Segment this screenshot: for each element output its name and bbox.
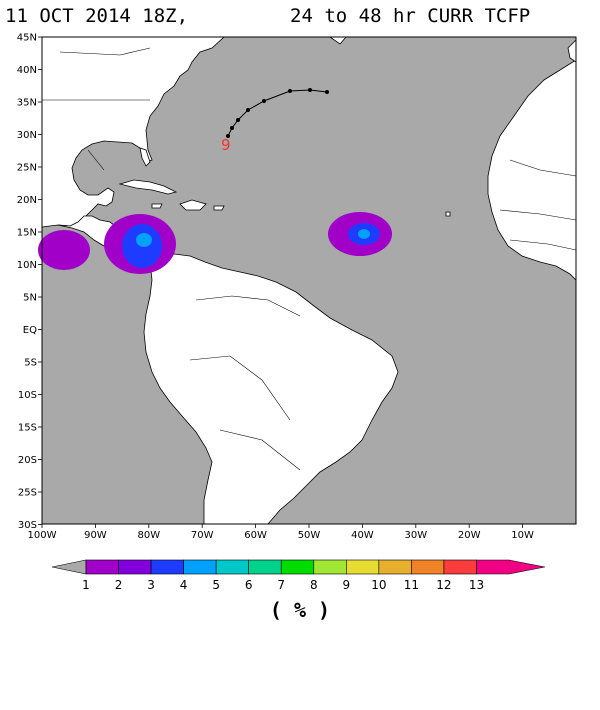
colorbar-label: 13 (469, 578, 484, 592)
lon-label: 80W (137, 530, 160, 541)
lon-label: 60W (244, 530, 267, 541)
lat-label: 10S (18, 390, 37, 401)
lat-label: 10N (17, 260, 37, 271)
lon-label: 10W (511, 530, 534, 541)
storm-track-points (226, 88, 329, 138)
title-forecast-range: 24 to 48 hr CURR TCFP (290, 5, 530, 27)
lat-label: 40N (17, 65, 37, 76)
tcfp-area-atlantic-core (358, 229, 370, 239)
lon-label: 30W (404, 530, 427, 541)
tcfp-area-pacific (38, 230, 90, 270)
storm-track: 9 (221, 88, 329, 154)
lat-label: 5S (24, 358, 37, 369)
colorbar-cell (85, 559, 119, 575)
colorbar-label: 12 (436, 578, 451, 592)
tcfp-probability-contours (38, 212, 392, 274)
cuba (118, 179, 178, 195)
longitude-axis: 100W 90W 80W 70W 60W 50W 40W 30W 20W 10W (28, 524, 534, 541)
lat-label: 25N (17, 163, 37, 174)
lat-label: 25S (18, 488, 37, 499)
hispaniola (179, 199, 207, 211)
lon-label: 40W (351, 530, 374, 541)
lat-label: 15N (17, 228, 37, 239)
colorbar-cell (378, 559, 412, 575)
cape-verde (445, 211, 451, 217)
north-america (41, 36, 226, 228)
colorbar-cell (280, 559, 315, 575)
lon-label: 70W (191, 530, 214, 541)
africa (487, 59, 577, 281)
tcfp-area-caribbean-core (136, 233, 152, 247)
colorbar-cell (183, 559, 217, 575)
lat-label: EQ (23, 325, 37, 336)
jamaica (151, 203, 163, 209)
colorbar-cell (150, 559, 184, 575)
lat-label: 15S (18, 423, 37, 434)
lat-label: 30N (17, 130, 37, 141)
colorbar-cell (346, 559, 380, 575)
colorbar-label: 9 (342, 578, 350, 592)
colorbar-label: 7 (277, 578, 285, 592)
colorbar-label: 8 (310, 578, 318, 592)
title-date: 11 OCT 2014 18Z, (5, 5, 188, 27)
lat-label: 20S (18, 455, 37, 466)
map-panel: 9 45N 40N 35N 30N 25N 20N 15N 10N 5N EQ 5S 10S 15S 20… (17, 33, 577, 541)
colorbar-cell (215, 559, 249, 575)
colorbar-cell (118, 559, 152, 575)
map-title: 11 OCT 2014 18Z, 24 to 48 hr CURR TCFP (5, 5, 530, 27)
puerto-rico (213, 205, 225, 211)
lon-label: 50W (298, 530, 321, 541)
colorbar-cell (411, 559, 445, 575)
country-borders (42, 47, 577, 471)
colorbar-cell (443, 559, 477, 575)
lat-label: 35N (17, 98, 37, 109)
lon-label: 90W (84, 530, 107, 541)
colorbar-low-arrow (51, 559, 87, 575)
latitude-axis: 45N 40N 35N 30N 25N 20N 15N 10N 5N EQ 5S 10S 15S 20S 2… (17, 33, 42, 531)
storm-marker-label: 9 (221, 136, 231, 154)
colorbar-label: 10 (371, 578, 386, 592)
colorbar-label: 4 (180, 578, 188, 592)
colorbar-cells (51, 559, 546, 575)
colorbar-label: 3 (147, 578, 155, 592)
south-america (143, 253, 399, 525)
lon-label: 20W (458, 530, 481, 541)
lon-label: 100W (28, 530, 57, 541)
lat-label: 30S (18, 520, 37, 531)
colorbar-label: 11 (404, 578, 419, 592)
colorbar-label: 2 (115, 578, 123, 592)
colorbar-cell (248, 559, 282, 575)
colorbar-high-arrow (476, 559, 546, 575)
colorbar-label: 5 (212, 578, 220, 592)
colorbar-cell (313, 559, 347, 575)
land-masses (41, 36, 577, 525)
lat-label: 5N (23, 293, 37, 304)
units-label: ( % ) (269, 598, 331, 622)
lat-label: 20N (17, 195, 37, 206)
colorbar-labels: 1 2 3 4 5 6 7 8 9 10 11 12 13 (82, 578, 484, 592)
lat-label: 45N (17, 33, 37, 44)
florida (139, 147, 151, 167)
colorbar-label: 1 (82, 578, 90, 592)
colorbar-label: 6 (245, 578, 253, 592)
colorbar: 1 2 3 4 5 6 7 8 9 10 11 12 13 (51, 559, 546, 592)
